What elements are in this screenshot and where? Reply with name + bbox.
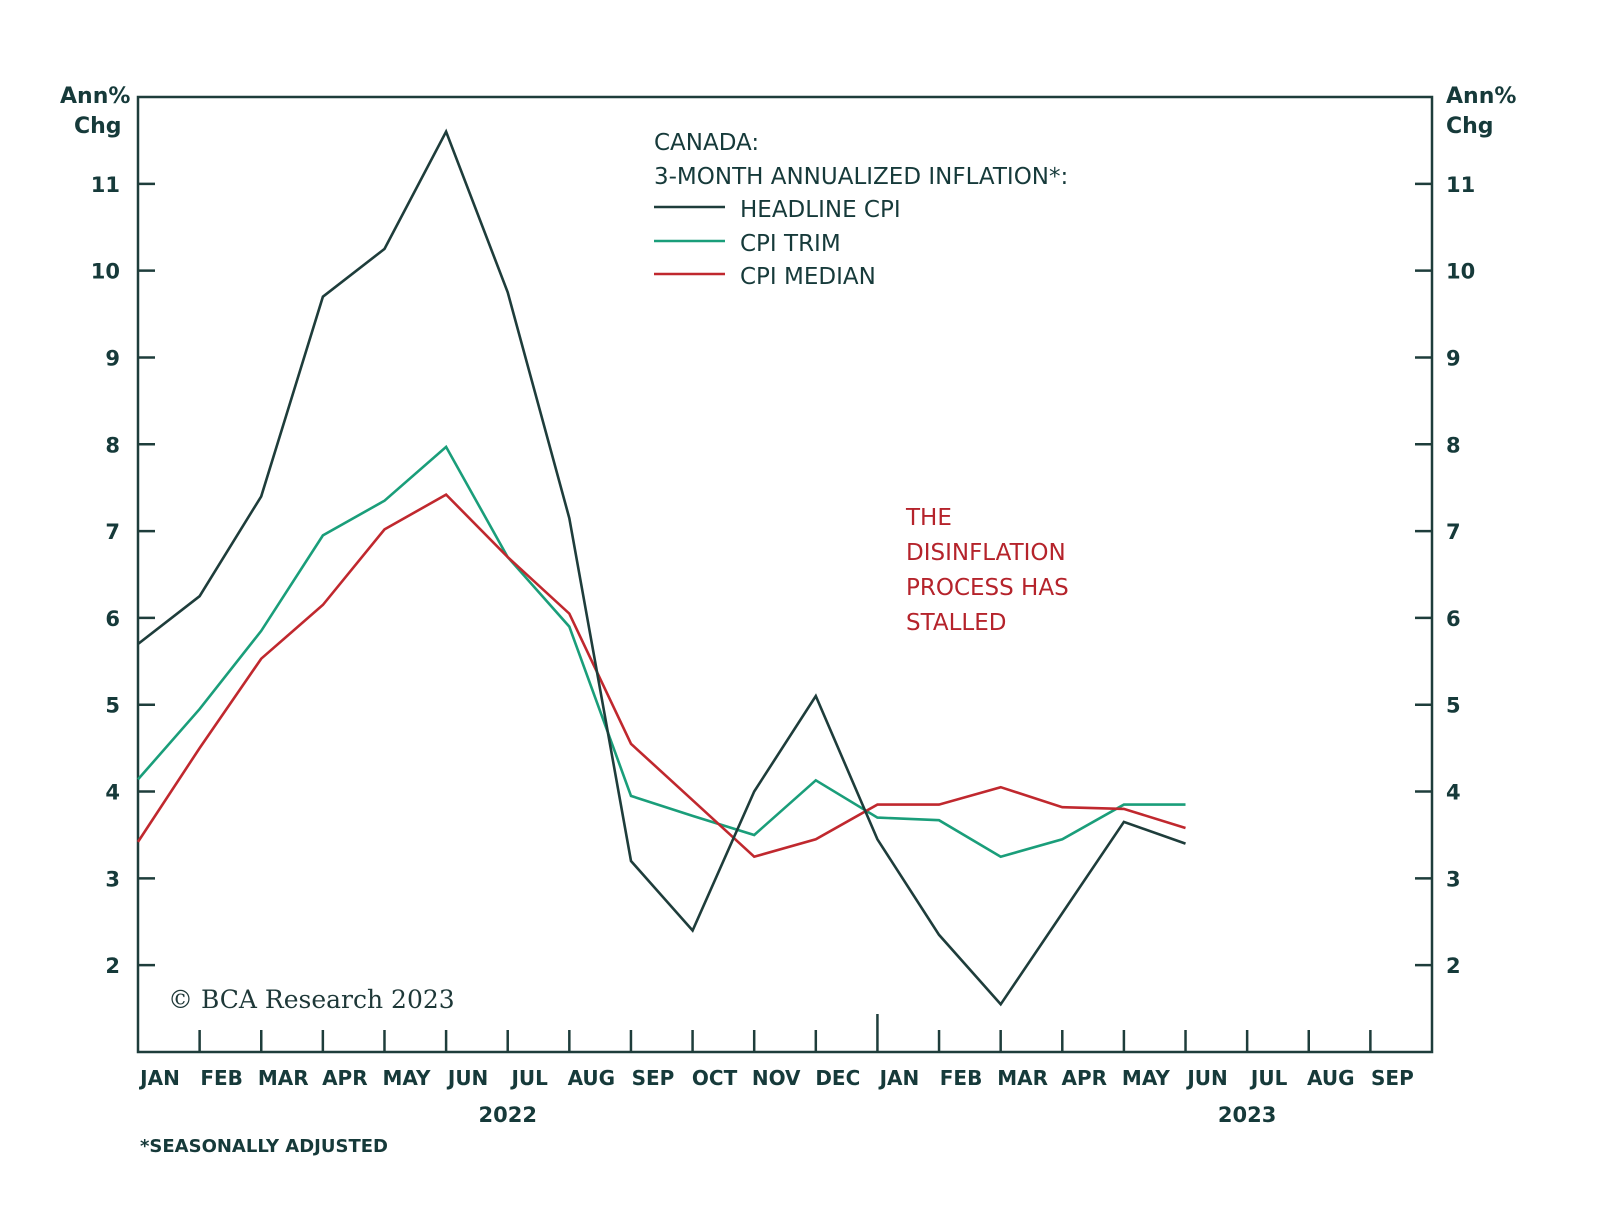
y-tick-label-left: 10: [91, 260, 120, 284]
x-tick-label: JUL: [509, 1066, 548, 1090]
series-line-cpi-median: [136, 492, 1186, 859]
y-tick-label-right: 4: [1446, 781, 1461, 805]
x-tick-label: DEC: [815, 1066, 860, 1090]
x-tick-label: SEP: [632, 1066, 675, 1090]
annotation-line-3: PROCESS HAS: [906, 575, 1069, 601]
legend-label-trim: CPI TRIM: [740, 231, 841, 257]
axes: 2 2 3 3 4 4 5 5 6 6 7 7 8 8 9 9 10 10 11 11 JAN FEB MAR APR MAY J…: [91, 95, 1475, 1127]
x-tick-label: FEB: [200, 1066, 243, 1090]
y-tick-label-right: 3: [1446, 867, 1461, 891]
y-tick-label-left: 7: [105, 520, 120, 544]
footnote: *SEASONALLY ADJUSTED: [140, 1136, 388, 1157]
legend-title: CANADA:: [654, 130, 759, 156]
annotation-line-1: THE: [905, 505, 952, 531]
series-line-headline-cpi: [137, 128, 1186, 1007]
y-tick-label-left: 6: [105, 607, 120, 631]
left-axis-unit-2: Chg: [74, 114, 122, 139]
right-axis-unit-2: Chg: [1446, 114, 1494, 139]
legend-label-median: CPI MEDIAN: [740, 264, 876, 290]
y-tick-label-left: 4: [105, 781, 120, 805]
legend: CANADA: 3-MONTH ANNUALIZED INFLATION*: H…: [654, 130, 1068, 290]
left-axis-unit-1: Ann%: [60, 84, 130, 109]
legend-subtitle: 3-MONTH ANNUALIZED INFLATION*:: [654, 164, 1068, 190]
x-tick-label: MAY: [382, 1066, 430, 1090]
legend-label-headline: HEADLINE CPI: [740, 197, 901, 223]
x-tick-label: MAR: [258, 1066, 309, 1090]
x-tick-label: JUN: [1185, 1066, 1227, 1090]
annotation-line-2: DISINFLATION: [906, 540, 1066, 566]
right-axis-unit-1: Ann%: [1446, 84, 1516, 109]
y-tick-label-left: 11: [91, 173, 120, 197]
annotation: THE DISINFLATION PROCESS HAS STALLED: [905, 505, 1069, 636]
year-label: 2022: [478, 1103, 536, 1127]
x-tick-label: JUN: [446, 1066, 488, 1090]
x-tick-label: SEP: [1371, 1066, 1414, 1090]
y-tick-label-left: 2: [105, 954, 120, 978]
y-tick-label-right: 9: [1446, 346, 1461, 370]
x-tick-label: MAR: [997, 1066, 1048, 1090]
x-tick-label: JAN: [138, 1066, 180, 1090]
x-tick-label: AUG: [568, 1066, 616, 1090]
x-tick-label: APR: [1062, 1066, 1108, 1090]
year-label: 2023: [1218, 1103, 1276, 1127]
x-tick-label: JUL: [1249, 1066, 1288, 1090]
series-layer: [136, 128, 1186, 1007]
x-tick-label: NOV: [752, 1066, 801, 1090]
y-tick-label-right: 11: [1446, 173, 1475, 197]
y-tick-label-right: 10: [1446, 260, 1475, 284]
y-tick-label-right: 8: [1446, 433, 1461, 457]
plot-frame: [136, 95, 1434, 1054]
y-tick-label-left: 9: [105, 346, 120, 370]
y-tick-label-right: 5: [1446, 694, 1461, 718]
source-logo: © BCA Research 2023: [168, 985, 455, 1014]
x-tick-label: FEB: [940, 1066, 983, 1090]
y-tick-label-right: 6: [1446, 607, 1461, 631]
x-tick-label: OCT: [692, 1066, 738, 1090]
annotation-line-4: STALLED: [906, 610, 1006, 636]
y-tick-label-right: 2: [1446, 954, 1461, 978]
y-tick-label-left: 8: [105, 433, 120, 457]
y-tick-label-right: 7: [1446, 520, 1461, 544]
x-tick-label: APR: [322, 1066, 368, 1090]
series-line-cpi-trim: [137, 444, 1186, 859]
y-tick-label-left: 5: [105, 694, 120, 718]
x-tick-label: JAN: [878, 1066, 920, 1090]
x-tick-label: AUG: [1307, 1066, 1355, 1090]
y-tick-label-left: 3: [105, 867, 120, 891]
x-tick-label: MAY: [1122, 1066, 1170, 1090]
